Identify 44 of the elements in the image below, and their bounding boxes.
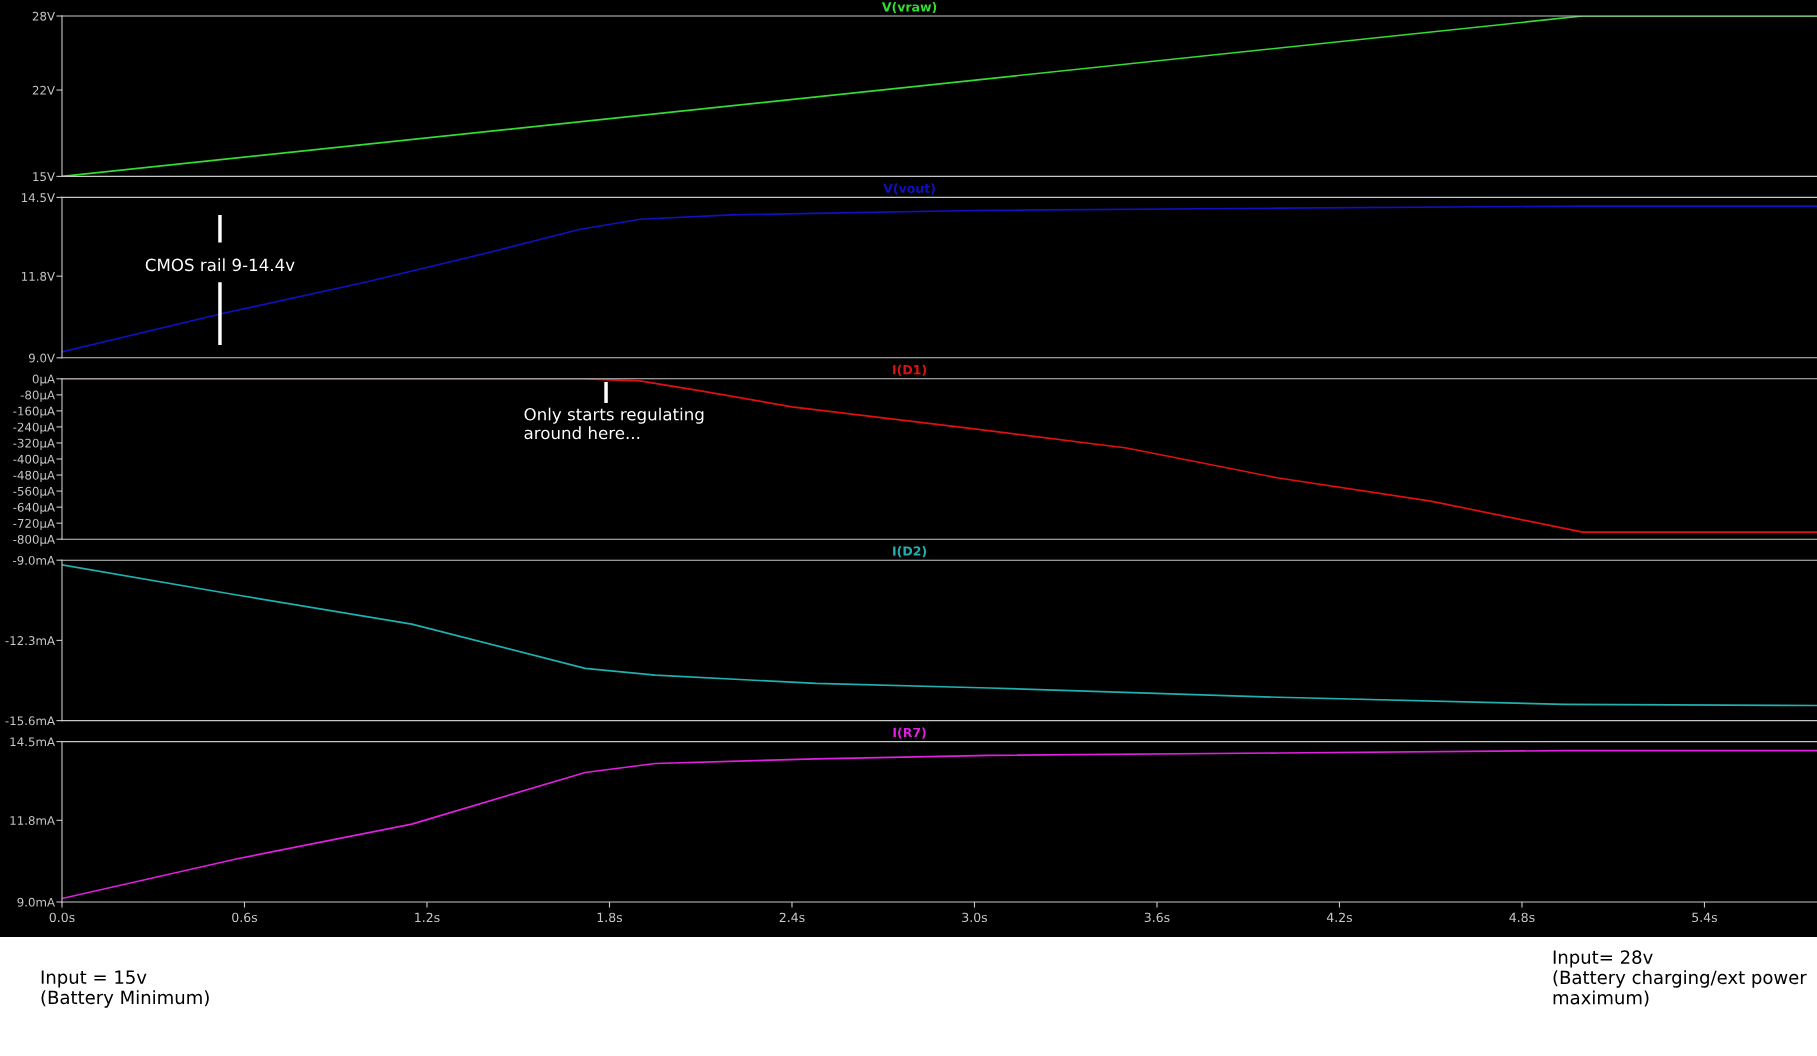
annotation: CMOS rail 9-14.4v xyxy=(145,258,295,272)
text: I(D2) xyxy=(893,546,927,558)
x-tick-label: 3.6s xyxy=(1144,912,1170,923)
text: V(vraw) xyxy=(881,1,937,14)
y-tick-label: 9.0V xyxy=(28,353,55,363)
y-tick-label: -320µA xyxy=(13,438,55,450)
y-tick-label: -640µA xyxy=(13,502,55,515)
y-tick-label: -400µA xyxy=(13,454,55,466)
y-tick-label: 14.5V xyxy=(21,193,55,203)
x-tick-label: 5.4s xyxy=(1692,912,1718,923)
y-tick-label: -560µA xyxy=(13,486,55,499)
y-tick-label: -480µA xyxy=(13,470,55,482)
y-tick-label: 9.0mA xyxy=(17,897,55,907)
y-tick-label: -80µA xyxy=(20,390,55,402)
y-tick-label: 15V xyxy=(33,172,55,182)
y-tick-label: -12.3mA xyxy=(5,636,55,646)
y-tick-label: 28V xyxy=(32,11,55,21)
x-tick-label: 4.8s xyxy=(1509,912,1535,923)
line-series xyxy=(62,205,1817,353)
series-label: I(R7) xyxy=(893,727,926,739)
annotation: Only starts regulating around here... xyxy=(524,407,704,440)
y-tick-label: -160µA xyxy=(13,406,55,418)
line-series xyxy=(62,563,1817,707)
series-label: V(vout) xyxy=(883,183,935,195)
y-tick-label: -240µA xyxy=(13,422,55,434)
text: I(D1) xyxy=(893,364,927,376)
y-tick-label: -9.0mA xyxy=(13,555,55,565)
y-tick-label: -15.6mA xyxy=(5,716,55,726)
y-tick-label: -800µA xyxy=(13,534,55,547)
text: Input = 15v (Battery Minimum) xyxy=(41,970,209,1008)
x-tick-label: 4.2s xyxy=(1326,912,1353,923)
x-tick-label: 1.8s xyxy=(597,912,623,923)
x-tick-label: 2.4s xyxy=(779,912,805,923)
y-tick-label: 22V xyxy=(32,85,55,95)
y-tick-label: 14.5mA xyxy=(10,737,55,747)
y-tick-label: 11.8V xyxy=(21,271,55,281)
x-tick-label: 3.0s xyxy=(962,912,988,923)
y-tick-label: -720µA xyxy=(13,518,55,531)
x-tick-label: 0.6s xyxy=(232,912,258,923)
y-tick-label: 11.8mA xyxy=(10,816,55,825)
y-tick-label: 0µA xyxy=(32,374,55,386)
x-tick-label: 0.0s xyxy=(49,912,75,923)
x-tick-label: 1.2s xyxy=(415,912,440,923)
text: Input= 28v (Battery charging/ext power maximum) xyxy=(1553,950,1807,1007)
